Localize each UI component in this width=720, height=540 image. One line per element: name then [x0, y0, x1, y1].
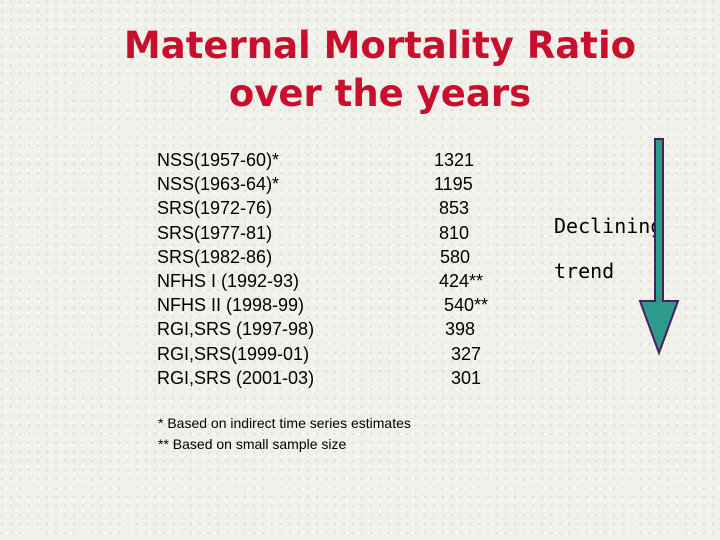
trend-label: Declining trend: [554, 204, 662, 294]
row-value: 1321: [434, 150, 475, 170]
row-value: 853: [439, 198, 470, 219]
row-value: 424**: [439, 270, 484, 291]
row-label: NFHS II (1998-99): [157, 295, 305, 316]
footnote-indirect-estimates: * Based on indirect time series estimate…: [158, 415, 411, 431]
row-label: RGI,SRS(1999-01): [157, 343, 310, 364]
row-label: NFHS I (1992-93): [157, 270, 300, 291]
row-label: NSS(1957-60)*: [157, 150, 280, 170]
trend-label-line-2: trend: [554, 259, 615, 283]
row-label: SRS(1982-86): [157, 246, 273, 267]
row-value: 540**: [444, 295, 489, 316]
slide-title-line-1: Maternal Mortality Ratio: [123, 24, 637, 67]
row-value: 580: [440, 246, 471, 267]
trend-label-line-1: Declining: [554, 214, 663, 238]
slide-title-line-2: over the years: [228, 72, 532, 115]
row-label: NSS(1963-64)*: [157, 174, 280, 195]
row-value: 398: [445, 319, 476, 340]
row-value: 810: [439, 222, 470, 243]
row-label: SRS(1977-81): [157, 222, 273, 243]
row-label: RGI,SRS (2001-03): [157, 367, 315, 388]
row-label: RGI,SRS (1997-98): [157, 319, 315, 340]
footnotes: * Based on indirect time series estimate…: [158, 413, 411, 455]
slide-title: Maternal Mortality Ratio over the years: [0, 22, 720, 118]
row-value: 1195: [434, 174, 473, 195]
row-label: SRS(1972-76): [157, 198, 273, 219]
row-value: 327: [451, 343, 482, 364]
down-arrow-icon: [638, 138, 680, 356]
row-value: 301: [451, 367, 482, 388]
footnote-small-sample: ** Based on small sample size: [158, 436, 347, 452]
